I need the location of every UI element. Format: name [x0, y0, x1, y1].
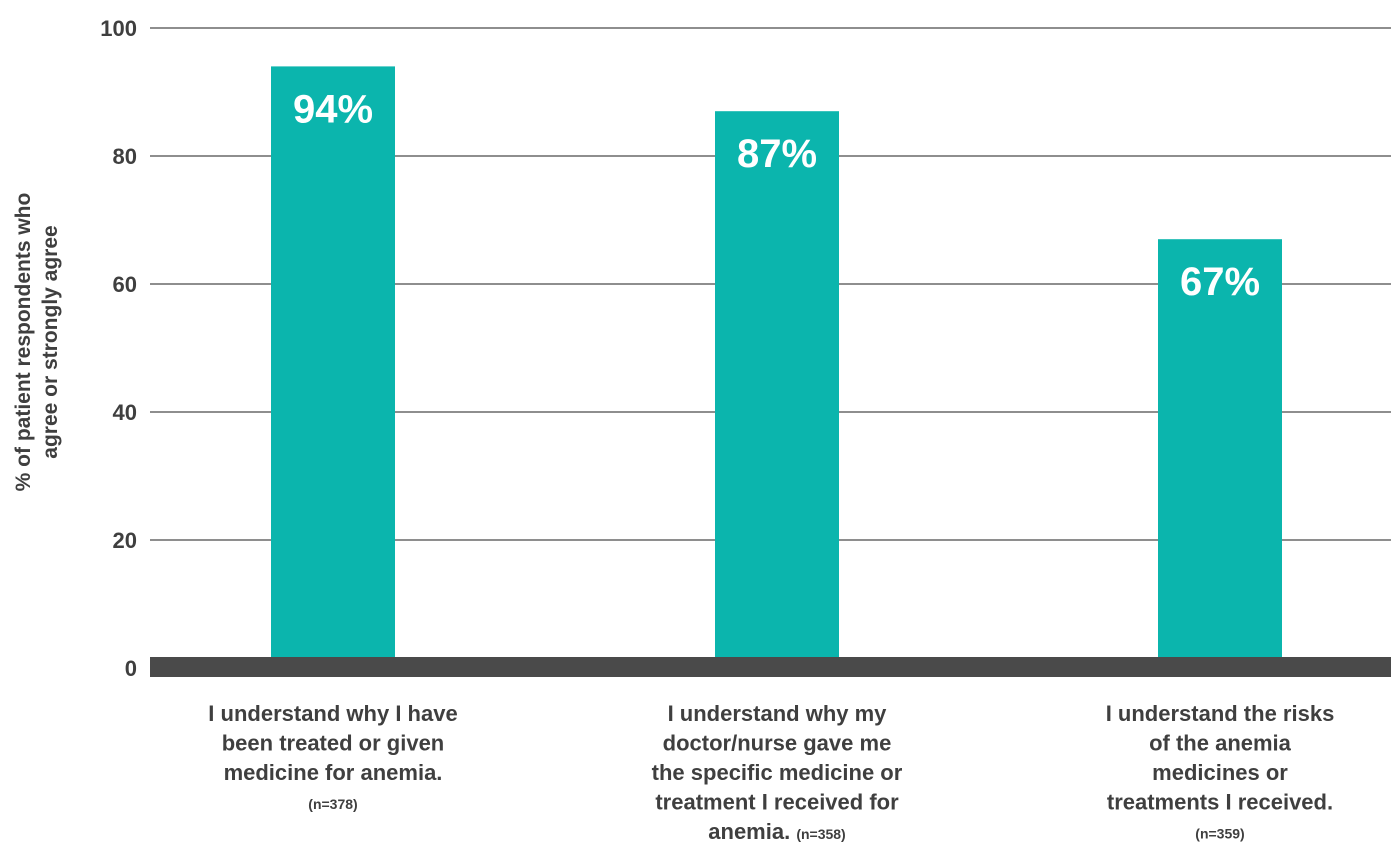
bar-data-label: 94% [293, 87, 373, 131]
y-tick-label: 20 [113, 528, 137, 553]
category-label-text: anemia. [708, 819, 796, 844]
category-sample-size: (n=358) [796, 826, 845, 842]
category-sample-size: (n=359) [1195, 826, 1244, 842]
category-label-line: treatments I received. [1107, 790, 1333, 815]
category-label-line: the specific medicine or [652, 760, 903, 785]
category-label-line: treatment I received for [655, 790, 899, 815]
y-axis-title-line: agree or strongly agree [39, 225, 62, 458]
y-tick-label: 40 [113, 400, 137, 425]
category-label-line: anemia. (n=358) [708, 819, 845, 844]
category-label-line: medicine for anemia. [224, 760, 443, 785]
y-tick-label: 80 [113, 144, 137, 169]
category-label-line: I understand why I have [208, 701, 457, 726]
category-label: I understand why my doctor/nurse gave me t… [652, 701, 903, 844]
y-tick-label: 0 [125, 656, 137, 681]
category-label-line: been treated or given [222, 731, 445, 756]
category-label-line: I understand why my [668, 701, 888, 726]
category-label: I understand why I have been treated or g… [208, 701, 457, 812]
y-axis-title: % of patient respondents who agree or str… [12, 193, 62, 492]
category-label-line: of the anemia [1149, 731, 1292, 756]
x-axis-baseline [150, 657, 1391, 677]
bar [1158, 239, 1282, 668]
bar-data-label: 67% [1180, 260, 1260, 304]
category-sample-size: (n=378) [308, 796, 357, 812]
bar [271, 66, 395, 668]
y-tick-label: 60 [113, 272, 137, 297]
category-label-line: medicines or [1152, 760, 1288, 785]
category-label-line: doctor/nurse gave me [663, 731, 892, 756]
bar-data-label: 87% [737, 132, 817, 176]
y-tick-label: 100 [100, 16, 137, 41]
category-label: I understand the risks of the anemia medic… [1106, 701, 1335, 842]
bar [715, 111, 839, 668]
category-label-line: I understand the risks [1106, 701, 1335, 726]
y-axis-title-line: % of patient respondents who [12, 193, 35, 492]
